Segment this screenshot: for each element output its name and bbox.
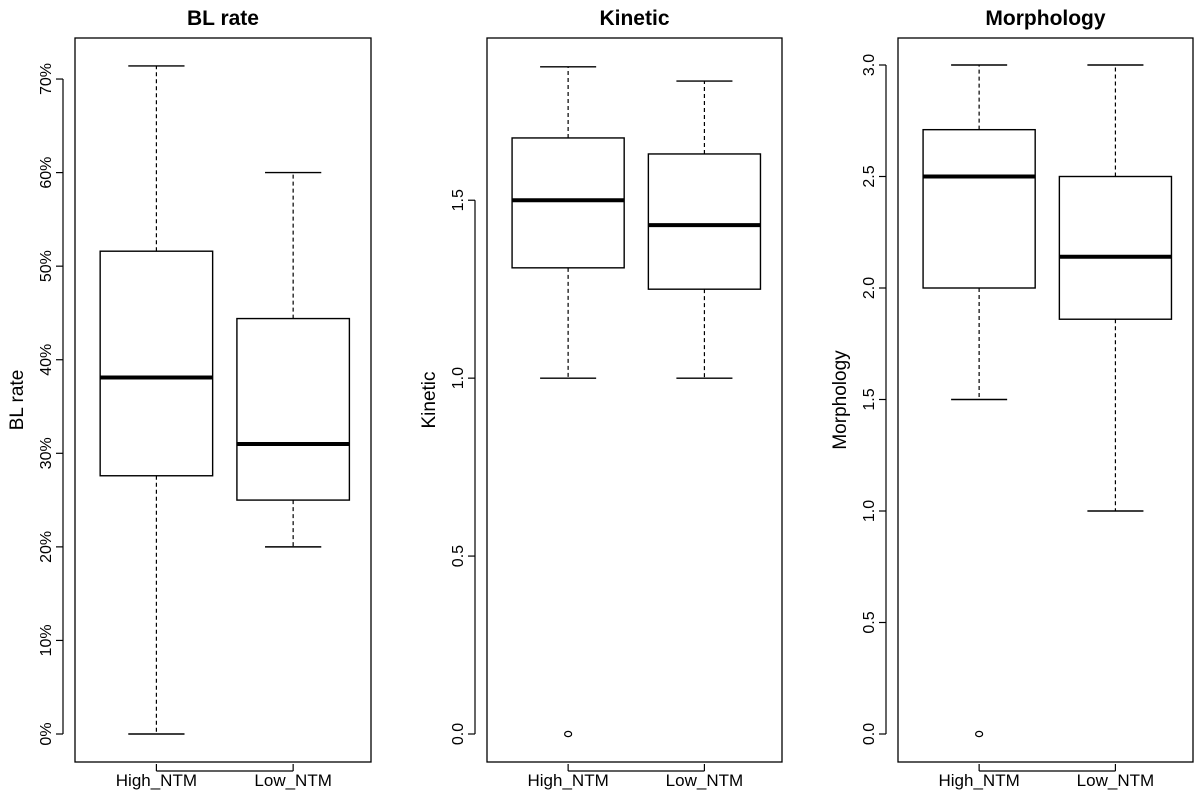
y-tick-label: 1.0 <box>450 367 467 389</box>
chart-title: Morphology <box>985 7 1105 30</box>
y-axis-label: BL rate <box>7 370 28 431</box>
plot-frame <box>897 37 1194 763</box>
y-tick-label: 70% <box>38 63 55 95</box>
x-tick-label: High_NTM <box>528 771 609 790</box>
iqr-box <box>922 128 1036 289</box>
x-tick-label: Low_NTM <box>666 771 743 790</box>
y-tick-label: 0.5 <box>450 545 467 567</box>
y-tick-label: 40% <box>38 344 55 376</box>
y-axis-label: Kinetic <box>419 371 440 428</box>
y-tick-label: 0.0 <box>861 723 878 745</box>
chart-panel-0: BL rate BL rate 0% 10% 20% 30% 40% 50% 60% 70% Hig… <box>7 7 372 790</box>
y-tick-label: 50% <box>38 250 55 282</box>
plot-frame <box>74 37 372 763</box>
y-tick-label: 60% <box>38 157 55 189</box>
y-axis-label: Morphology <box>830 350 851 450</box>
y-tick-label: 1.5 <box>450 189 467 211</box>
chart-panel-1: Kinetic Kinetic 0.0 0.5 1.0 1.5 High_NTM Low_NT… <box>419 7 783 790</box>
iqr-box <box>511 137 625 269</box>
y-tick-label: 0% <box>38 722 55 745</box>
plot-frame <box>486 37 783 763</box>
x-tick-label: Low_NTM <box>254 771 331 790</box>
x-tick-label: High_NTM <box>939 771 1020 790</box>
box-High_NTM: High_NTM <box>99 65 214 790</box>
outlier-point <box>564 730 573 738</box>
y-tick-label: 1.0 <box>861 500 878 522</box>
iqr-box <box>647 153 762 290</box>
y-tick-label: 0.0 <box>450 723 467 745</box>
iqr-box <box>1058 175 1173 320</box>
y-tick-label: 2.5 <box>861 165 878 187</box>
x-tick-label: High_NTM <box>116 771 197 790</box>
y-tick-label: 3.0 <box>861 54 878 76</box>
x-tick-label: Low_NTM <box>1077 771 1154 790</box>
chart-panel-2: Morphology Morphology 0.0 0.5 1.0 1.5 2.0 2.5 3.… <box>830 7 1194 790</box>
iqr-box <box>236 317 351 501</box>
box-Low_NTM: Low_NTM <box>1058 64 1173 790</box>
chart-title: BL rate <box>187 7 259 30</box>
outlier-point <box>975 730 984 738</box>
box-Low_NTM: Low_NTM <box>647 80 762 790</box>
y-tick-label: 0.5 <box>861 611 878 633</box>
y-tick-label: 20% <box>38 531 55 563</box>
box-Low_NTM: Low_NTM <box>236 171 351 790</box>
y-tick-label: 10% <box>38 624 55 656</box>
y-tick-label: 2.0 <box>861 277 878 299</box>
iqr-box <box>99 250 214 477</box>
box-High_NTM: High_NTM <box>922 64 1036 790</box>
chart-title: Kinetic <box>599 7 669 30</box>
y-tick-label: 1.5 <box>861 388 878 410</box>
box-High_NTM: High_NTM <box>511 66 625 790</box>
y-tick-label: 30% <box>38 437 55 469</box>
